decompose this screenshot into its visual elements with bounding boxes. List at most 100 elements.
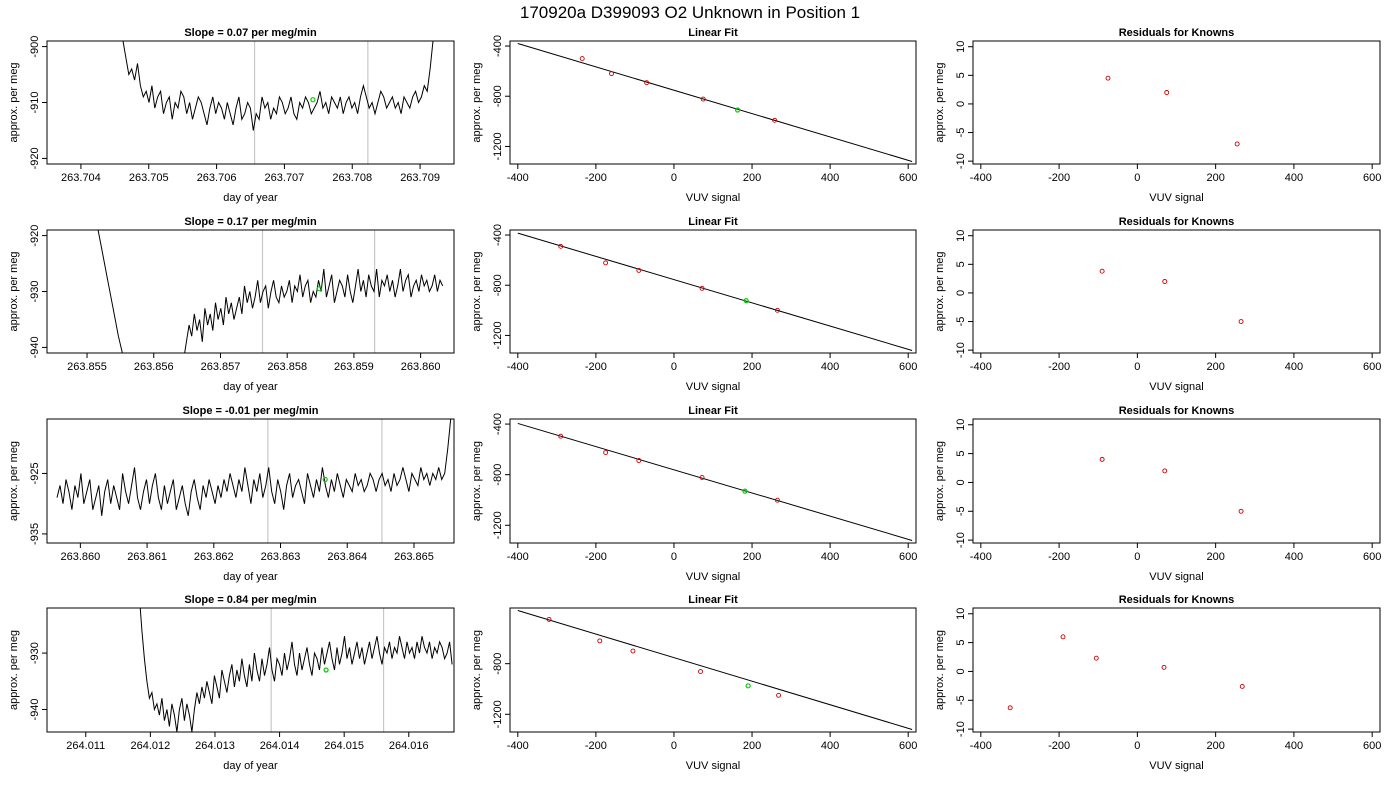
panel-3-2-frame xyxy=(509,418,917,544)
panel-2-1-xtick-label-4: 263.858 xyxy=(267,361,307,373)
panel-3-2-ytick-label-3: -400 xyxy=(492,413,504,435)
panel-1-1-frame xyxy=(46,40,455,165)
panel-1-3-plot-area xyxy=(1105,75,1240,147)
panel-3-1-unknown-point-1 xyxy=(322,476,328,483)
panel-1-2-unknown-point-1 xyxy=(734,107,741,113)
panel-3-3-xtick-label-5: 400 xyxy=(1285,551,1303,563)
panel-1-2-xtick-label-6: 600 xyxy=(899,172,917,184)
panel-4-3-ytick-label-5: 10 xyxy=(955,608,967,620)
panel-4-1-xtick-label-1: 264.011 xyxy=(66,740,105,752)
panel-1-2-point-5 xyxy=(772,117,778,123)
panel-1-2-fit-line xyxy=(517,43,913,162)
panel-2-3-ytick-label-1: -10 xyxy=(955,342,967,358)
panel-3-1-ytick-label-2: -925 xyxy=(29,462,41,484)
panel-3-2-xtick-label-4: 200 xyxy=(743,551,761,563)
panel-4-3-point-4 xyxy=(1161,664,1167,670)
panel-3-1-xlabel: day of year xyxy=(223,571,278,583)
panel-4-3-xtick-label-4: 200 xyxy=(1206,740,1224,752)
panel-3-2-title: Linear Fit xyxy=(688,405,738,417)
panel-2-1-title: Slope = 0.17 per meg/min xyxy=(184,216,317,228)
panel-2-2-ytick-label-1: -1200 xyxy=(492,321,504,349)
panel-2-3-ytick-label-2: -5 xyxy=(955,317,967,327)
panel-3-3-xtick-label-3: 0 xyxy=(1134,551,1140,563)
panel-1-3-ytick-label-2: -5 xyxy=(955,128,967,138)
panel-3-3-xtick-label-1: -400 xyxy=(970,551,992,563)
panel-1-1-xtick-label-2: 263.705 xyxy=(129,172,169,184)
panels: Slope = 0.07 per meg/min day of year appro… xyxy=(8,27,1381,772)
panel-3-3-point-3 xyxy=(1238,508,1244,514)
panel-1-2-xtick-label-5: 400 xyxy=(821,172,839,184)
panel-2-2-unknown-point-1 xyxy=(743,298,749,304)
panel-1-3-xtick-label-2: -200 xyxy=(1048,172,1070,184)
panel-2-2-plot-area xyxy=(517,232,913,351)
panel-1-1-ylabel: approx. per meg xyxy=(8,62,20,142)
panel-4-3-ytick-label-4: 5 xyxy=(955,640,967,646)
panel-4-2-point-3 xyxy=(630,648,636,654)
panel-4-2-xtick-label-6: 600 xyxy=(899,740,917,752)
panel-4-2-plot-area xyxy=(517,610,913,730)
panel-2-2-frame xyxy=(509,229,917,354)
panel-2-2-point-3 xyxy=(636,267,642,273)
panel-4-2-xtick-label-2: -200 xyxy=(585,740,607,752)
panel-3-1-xtick-label-3: 263.862 xyxy=(194,551,234,563)
panel-2-3-xtick-label-4: 200 xyxy=(1206,361,1224,373)
panel-2-1-series-2 xyxy=(184,269,444,353)
panel-2-2-ytick-label-3: -400 xyxy=(492,224,504,246)
panel-2-3-xtick-label-3: 0 xyxy=(1134,361,1140,373)
panel-4-2-ytick-label-2: -800 xyxy=(492,653,504,675)
panel-4-2-point-5 xyxy=(776,692,782,698)
panel-1-2-xtick-label-3: 0 xyxy=(671,172,677,184)
panel-4-2-frame xyxy=(509,607,917,733)
panel-3-1-series-1 xyxy=(56,419,452,516)
panel-4-1-series-1 xyxy=(139,608,453,732)
panel-2-3-xtick-label-1: -400 xyxy=(970,361,992,373)
panel-1-1-xtick-label-1: 263.704 xyxy=(61,172,101,184)
panel-3-2-point-1 xyxy=(558,433,564,439)
panel-1-2-xtick-label-2: -200 xyxy=(585,172,607,184)
panel-4-1-xtick-label-5: 264.015 xyxy=(324,740,364,752)
panel-2-2-point-4 xyxy=(699,285,705,291)
panel-1-1-unknown-point-1 xyxy=(310,97,316,103)
panel-4-1: Slope = 0.84 per meg/min day of year appro… xyxy=(8,594,455,772)
panel-3-2-xtick-label-2: -200 xyxy=(585,551,607,563)
panel-1-3-point-2 xyxy=(1164,90,1170,95)
panel-3-3-point-2 xyxy=(1162,468,1168,474)
panel-2-1-frame xyxy=(46,229,455,354)
panel-4-1-xlabel: day of year xyxy=(223,760,278,772)
panel-4-2-xlabel: VUV signal xyxy=(686,760,740,772)
panel-1-3-xtick-label-4: 200 xyxy=(1206,172,1224,184)
panel-1-1-xtick-label-6: 263.709 xyxy=(400,172,440,184)
panel-3-3-ytick-label-4: 5 xyxy=(955,451,967,457)
panel-3-3-xtick-label-4: 200 xyxy=(1206,551,1224,563)
panel-2-1-xtick-label-5: 263.859 xyxy=(334,361,374,373)
panel-1-1-plot-area xyxy=(122,41,434,164)
panel-2-3-xtick-label-6: 600 xyxy=(1363,361,1381,373)
panel-3-1-ytick-label-1: -935 xyxy=(29,523,41,545)
panel-4-2-fit-line xyxy=(517,610,913,730)
panel-4-3-title: Residuals for Knowns xyxy=(1119,594,1235,606)
panel-3-3-point-1 xyxy=(1099,456,1105,462)
panel-1-1-ytick-label-2: -910 xyxy=(29,91,41,113)
figure-title: 170920a D399093 O2 Unknown in Position 1 xyxy=(520,3,860,22)
panel-3-2-fit-line xyxy=(517,422,913,541)
panel-1-2-xlabel: VUV signal xyxy=(686,192,740,204)
panel-2-3-frame xyxy=(972,229,1381,354)
panel-4-1-ytick-label-2: -930 xyxy=(29,642,41,664)
panel-3-2-unknown-point-1 xyxy=(742,488,748,494)
panel-4-2-xtick-label-5: 400 xyxy=(821,740,839,752)
panel-3-3-ytick-label-2: -5 xyxy=(955,506,967,516)
panel-2-1-unknown-point-1 xyxy=(316,286,322,292)
panel-3-1-title: Slope = -0.01 per meg/min xyxy=(182,405,318,417)
panel-2-1-ytick-label-2: -930 xyxy=(29,280,41,302)
panel-3-1-xtick-label-5: 263.864 xyxy=(327,551,367,563)
panel-4-2-title: Linear Fit xyxy=(688,594,738,606)
panel-4-3-xtick-label-5: 400 xyxy=(1285,740,1303,752)
panel-1-2-title: Linear Fit xyxy=(688,27,738,39)
panel-2-3-xlabel: VUV signal xyxy=(1149,381,1203,393)
panel-4-1-frame xyxy=(46,607,455,733)
panel-3-2-ylabel: approx. per meg xyxy=(471,441,483,521)
panel-1-2-ylabel: approx. per meg xyxy=(471,62,483,142)
panel-2-3-ylabel: approx. per meg xyxy=(934,251,946,331)
